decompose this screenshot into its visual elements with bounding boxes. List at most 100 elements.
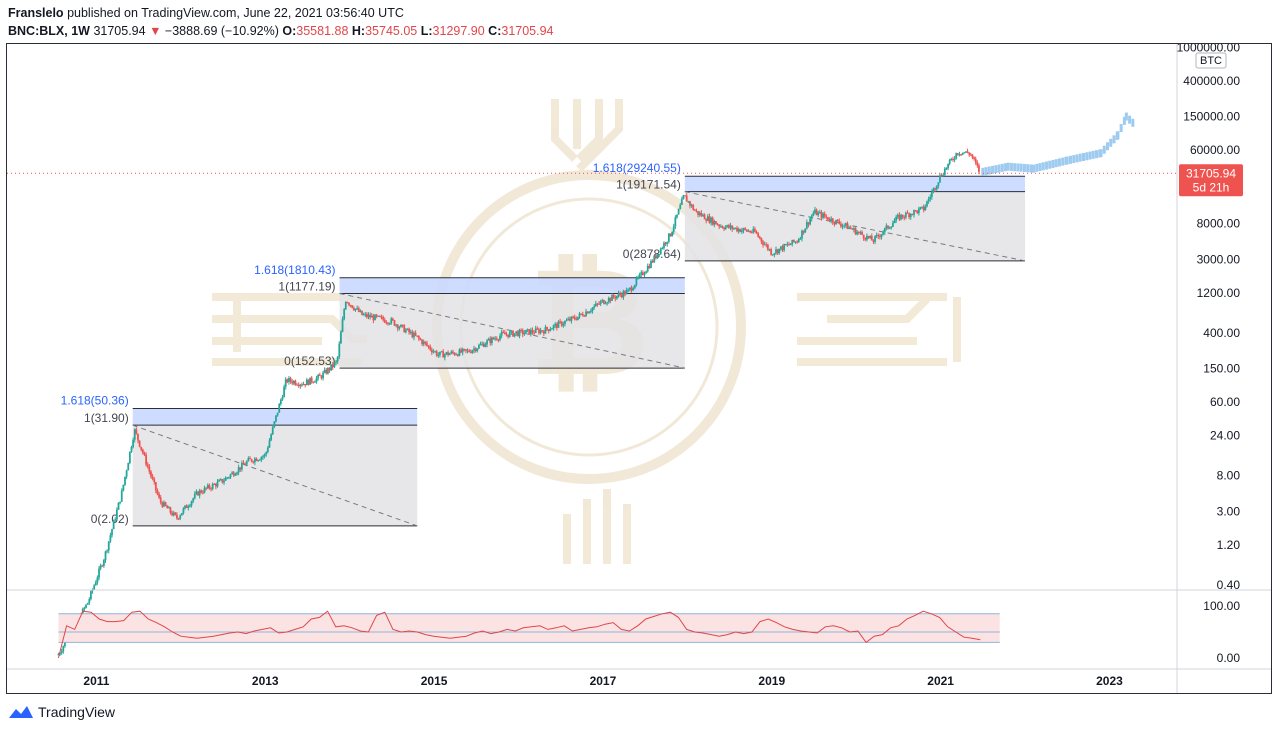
candle-body [659, 248, 662, 255]
candle-body [617, 293, 620, 296]
tradingview-footer[interactable]: TradingView [8, 704, 115, 720]
price-change: −3888.69 (−10.92%) [164, 24, 279, 38]
candle-body [857, 232, 860, 234]
candle-body [864, 238, 867, 240]
candle-body [656, 254, 659, 259]
candle-body [456, 354, 459, 356]
candle-body [137, 433, 139, 441]
candle-body [260, 457, 263, 460]
candle-body [520, 329, 523, 331]
candle-body [372, 315, 375, 321]
projection-bar [1099, 149, 1103, 158]
candle-body [896, 214, 899, 217]
candle-body [289, 377, 292, 382]
ohlc-legend: BNC:BLX, 1W 31705.94 ▼ −3888.69 (−10.92%… [8, 24, 554, 38]
candle-body [276, 412, 279, 416]
candle-body [390, 318, 393, 324]
candle-body [849, 227, 852, 229]
candle-body [413, 332, 415, 338]
candle-body [335, 361, 337, 363]
candle-body [927, 199, 930, 202]
candle-body [614, 297, 617, 299]
candle-body [969, 154, 972, 156]
candle-body [539, 330, 542, 334]
price-tick-label: 3.00 [1217, 504, 1241, 518]
candle-body [518, 329, 521, 337]
candle-body [848, 227, 850, 230]
candle-body [828, 219, 831, 222]
candle-body [359, 310, 362, 312]
candle-body [426, 343, 428, 346]
candle-body [635, 277, 638, 285]
candle-body [198, 490, 201, 496]
candle-body [427, 345, 430, 347]
candle-body [685, 195, 688, 202]
candle-body [581, 314, 584, 316]
projection-bar [1041, 162, 1045, 171]
chart-frame[interactable]: ₿ 1.618(50.36)1(31.90)0(2.02)1.618(1810.… [6, 40, 1272, 694]
published-text: published on TradingView.com, June 22, 2… [67, 6, 404, 20]
candle-body [628, 287, 631, 290]
candle-body [724, 226, 727, 230]
candle-body [216, 481, 219, 487]
candle-body [330, 364, 333, 371]
candle-body [430, 349, 433, 353]
candle-body [585, 311, 587, 316]
candle-body [695, 210, 698, 212]
candle-body [643, 273, 646, 275]
projection-bar [1044, 161, 1048, 170]
candle-body [378, 315, 381, 317]
candle-body [687, 201, 690, 203]
candle-body [911, 213, 914, 215]
candle-body [674, 217, 677, 227]
candle-body [145, 454, 147, 465]
candle-body [943, 168, 946, 175]
candle-body [414, 332, 417, 336]
candle-body [619, 293, 622, 295]
candle-body [361, 310, 363, 315]
candle-body [343, 309, 346, 320]
candle-body [667, 233, 670, 242]
candle-body [279, 399, 282, 405]
candle-body [974, 158, 977, 163]
candle-body [952, 159, 954, 161]
candle-body [797, 239, 800, 243]
candle-body [805, 222, 808, 229]
candle-body [711, 217, 714, 225]
candle-body [904, 212, 907, 218]
candle-body [205, 487, 208, 489]
projection-bar [1112, 135, 1116, 144]
candle-body [779, 246, 782, 249]
candle-body [664, 242, 667, 244]
candle-body [278, 404, 281, 413]
fib-trend-line [684, 191, 1026, 262]
candle-body [57, 654, 60, 656]
time-tick-label: 2015 [421, 674, 448, 688]
candle-body [654, 255, 657, 259]
candle-body [351, 305, 354, 308]
candle-body [455, 354, 458, 356]
candle-body [257, 460, 260, 462]
candle-body [953, 158, 956, 160]
candle-body [401, 324, 404, 326]
candle-body [757, 233, 760, 237]
candle-body [747, 230, 750, 232]
high-label: H: [351, 24, 366, 38]
candle-body [919, 207, 922, 209]
candle-body [684, 195, 686, 197]
candle-body [112, 520, 115, 530]
projection-bar [1131, 118, 1135, 127]
candle-body [273, 421, 276, 427]
candle-body [299, 384, 302, 386]
candle-body [453, 352, 456, 355]
candle-body [492, 337, 495, 340]
candle-body [718, 224, 721, 227]
price-chart[interactable]: ₿ 1.618(50.36)1(31.90)0(2.02)1.618(1810.… [7, 40, 1271, 693]
projection-bar [1000, 163, 1004, 172]
candle-body [815, 209, 818, 216]
candle-body [841, 225, 844, 227]
publisher-name[interactable]: Franslelo [8, 6, 64, 20]
candle-body [955, 153, 958, 159]
candle-body [266, 447, 269, 452]
candle-body [823, 213, 826, 217]
